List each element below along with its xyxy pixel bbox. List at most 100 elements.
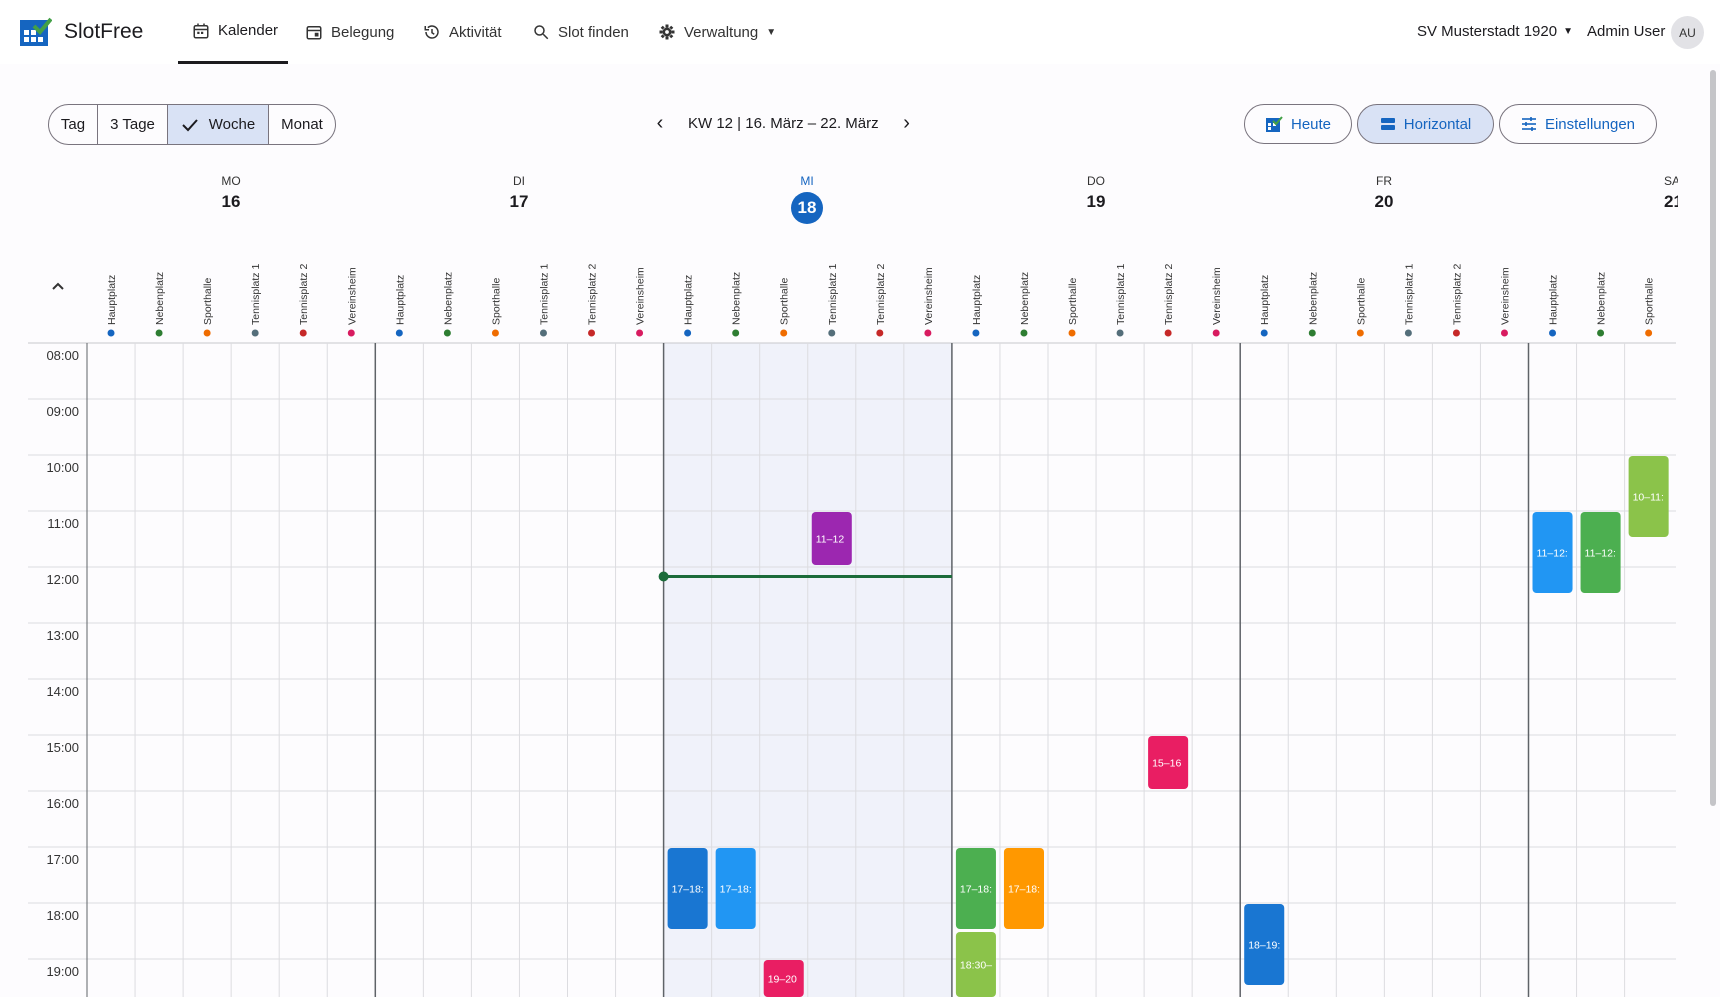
event-label: 17–18: [672, 884, 704, 896]
event-block[interactable]: 17–18: [1003, 848, 1044, 929]
event-block[interactable]: 15–16 [1148, 736, 1189, 789]
event-block[interactable]: 19–20 [763, 960, 804, 997]
resource-color-dot [1020, 329, 1028, 337]
nav-aktivitaet[interactable]: Aktivität [423, 0, 502, 64]
event-label: 15–16 [1152, 758, 1181, 770]
resource-label: Tennisplatz 1 [1115, 264, 1127, 325]
event-label: 18–19: [1248, 940, 1280, 952]
nav-kalender[interactable]: Kalender [178, 0, 288, 64]
nav-belegung[interactable]: Belegung [305, 0, 394, 64]
resource-color-dot [924, 329, 932, 337]
layout-horizontal-button[interactable]: Horizontal [1357, 104, 1494, 144]
event-block[interactable]: 11–12: [1580, 512, 1621, 593]
day-name: FR [1376, 174, 1392, 188]
day-header-do[interactable]: DO 19 [1076, 174, 1116, 212]
resource-label: Vereinsheim [1211, 267, 1223, 325]
resource-color-dot [299, 329, 307, 337]
gear-icon [659, 24, 675, 40]
app-bar: SlotFree Kalender Belegung Aktivität Slo… [0, 0, 1720, 64]
event-block[interactable]: 17–18: [667, 848, 708, 929]
resource-label: Tennisplatz 1 [827, 264, 839, 325]
horizontal-layout-icon [1380, 118, 1395, 130]
event-block[interactable]: 18–19: [1244, 904, 1285, 985]
event-background [1532, 512, 1573, 593]
settings-button[interactable]: Einstellungen [1499, 104, 1657, 144]
nav-slot-finden[interactable]: Slot finden [532, 0, 629, 64]
resource-color-dot [828, 329, 836, 337]
resource-label: Hauptplatz [1259, 275, 1271, 325]
day-date: 16 [221, 192, 241, 211]
resource-color-dot [203, 329, 211, 337]
event-label: 11–12: [1537, 548, 1568, 560]
view-3-tage-button[interactable]: 3 Tage [98, 105, 168, 144]
day-header-sa[interactable]: SA 21 [1664, 174, 1678, 212]
resource-label: Tennisplatz 2 [587, 264, 599, 325]
day-name: DO [1087, 174, 1105, 188]
view-monat-button[interactable]: Monat [269, 105, 335, 144]
calendar-icon [193, 23, 209, 38]
day-name: SA [1664, 174, 1678, 188]
event-block[interactable]: 11–12: [1532, 512, 1573, 593]
resource-color-dot [780, 329, 788, 337]
next-week-icon[interactable]: › [903, 112, 910, 134]
today-button[interactable]: Heute [1244, 104, 1352, 144]
resource-color-dot [1212, 329, 1220, 337]
resource-label: Hauptplatz [1548, 275, 1560, 325]
day-header-di[interactable]: DI 17 [499, 174, 539, 212]
avatar[interactable]: AU [1671, 16, 1704, 49]
hour-label: 17:00 [46, 852, 79, 867]
resource-color-dot [107, 329, 115, 337]
resource-color-dot [1116, 329, 1124, 337]
event-background [955, 932, 996, 997]
hour-label: 09:00 [46, 404, 79, 419]
event-block[interactable]: 18:30– [955, 932, 996, 997]
event-block[interactable]: 17–18: [715, 848, 756, 929]
day-header-fr[interactable]: FR 20 [1364, 174, 1404, 212]
caret-down-icon: ▼ [1563, 26, 1573, 37]
resource-label: Hauptplatz [394, 275, 406, 325]
week-navigator: ‹ KW 12 | 16. März – 22. März › [650, 112, 917, 135]
resource-label: Tennisplatz 1 [250, 264, 262, 325]
history-icon [424, 25, 439, 39]
hour-label: 12:00 [46, 572, 79, 587]
event-block[interactable]: 17–18: [955, 848, 996, 929]
view-tag-button[interactable]: Tag [49, 105, 98, 144]
resource-label: Sporthalle [490, 278, 502, 325]
resource-label: Nebenplatz [1596, 272, 1608, 325]
club-name: SV Musterstadt 1920 [1417, 23, 1558, 40]
nav-label: Belegung [331, 23, 395, 41]
resource-label: Nebenplatz [1307, 272, 1319, 325]
resource-color-dot [1645, 329, 1653, 337]
hour-label: 08:00 [46, 348, 79, 363]
resource-label: Vereinsheim [1499, 267, 1511, 325]
day-name: MI [800, 174, 814, 188]
resource-color-dot [1597, 329, 1605, 337]
resource-label: Sporthalle [1067, 278, 1079, 325]
view-toggle: Tag 3 Tage Woche Monat [48, 104, 336, 145]
resource-color-dot [1404, 329, 1412, 337]
event-block[interactable]: 11–12 [811, 512, 852, 565]
resource-color-dot [1452, 329, 1460, 337]
day-header-mo[interactable]: MO 16 [211, 174, 251, 212]
view-label: Tag [60, 116, 86, 133]
view-label: 3 Tage [110, 116, 155, 133]
today-label: Heute [1290, 115, 1332, 133]
resource-color-dot [443, 329, 451, 337]
prev-week-icon[interactable]: ‹ [656, 112, 664, 134]
caret-down-icon: ▼ [766, 26, 777, 38]
resource-label: Tennisplatz 2 [298, 264, 310, 325]
nav-verwaltung[interactable]: Verwaltung ▼ [658, 0, 776, 64]
club-selector[interactable]: SV Musterstadt 1920 ▼ [1417, 23, 1573, 40]
view-woche-button[interactable]: Woche [168, 105, 269, 144]
day-date: 21 [1664, 192, 1678, 211]
day-header-mi[interactable]: MI 18 [787, 174, 827, 224]
vertical-scrollbar[interactable] [1710, 70, 1716, 806]
resource-label: Tennisplatz 2 [875, 264, 887, 325]
nav-label: Slot finden [558, 23, 629, 41]
collapse-icon[interactable] [50, 278, 66, 294]
event-block[interactable]: 10–11: [1628, 456, 1669, 537]
event-background [811, 512, 852, 565]
resource-color-dot [732, 329, 740, 337]
resource-color-dot [1308, 329, 1316, 337]
event-label: 19–20 [768, 974, 797, 986]
